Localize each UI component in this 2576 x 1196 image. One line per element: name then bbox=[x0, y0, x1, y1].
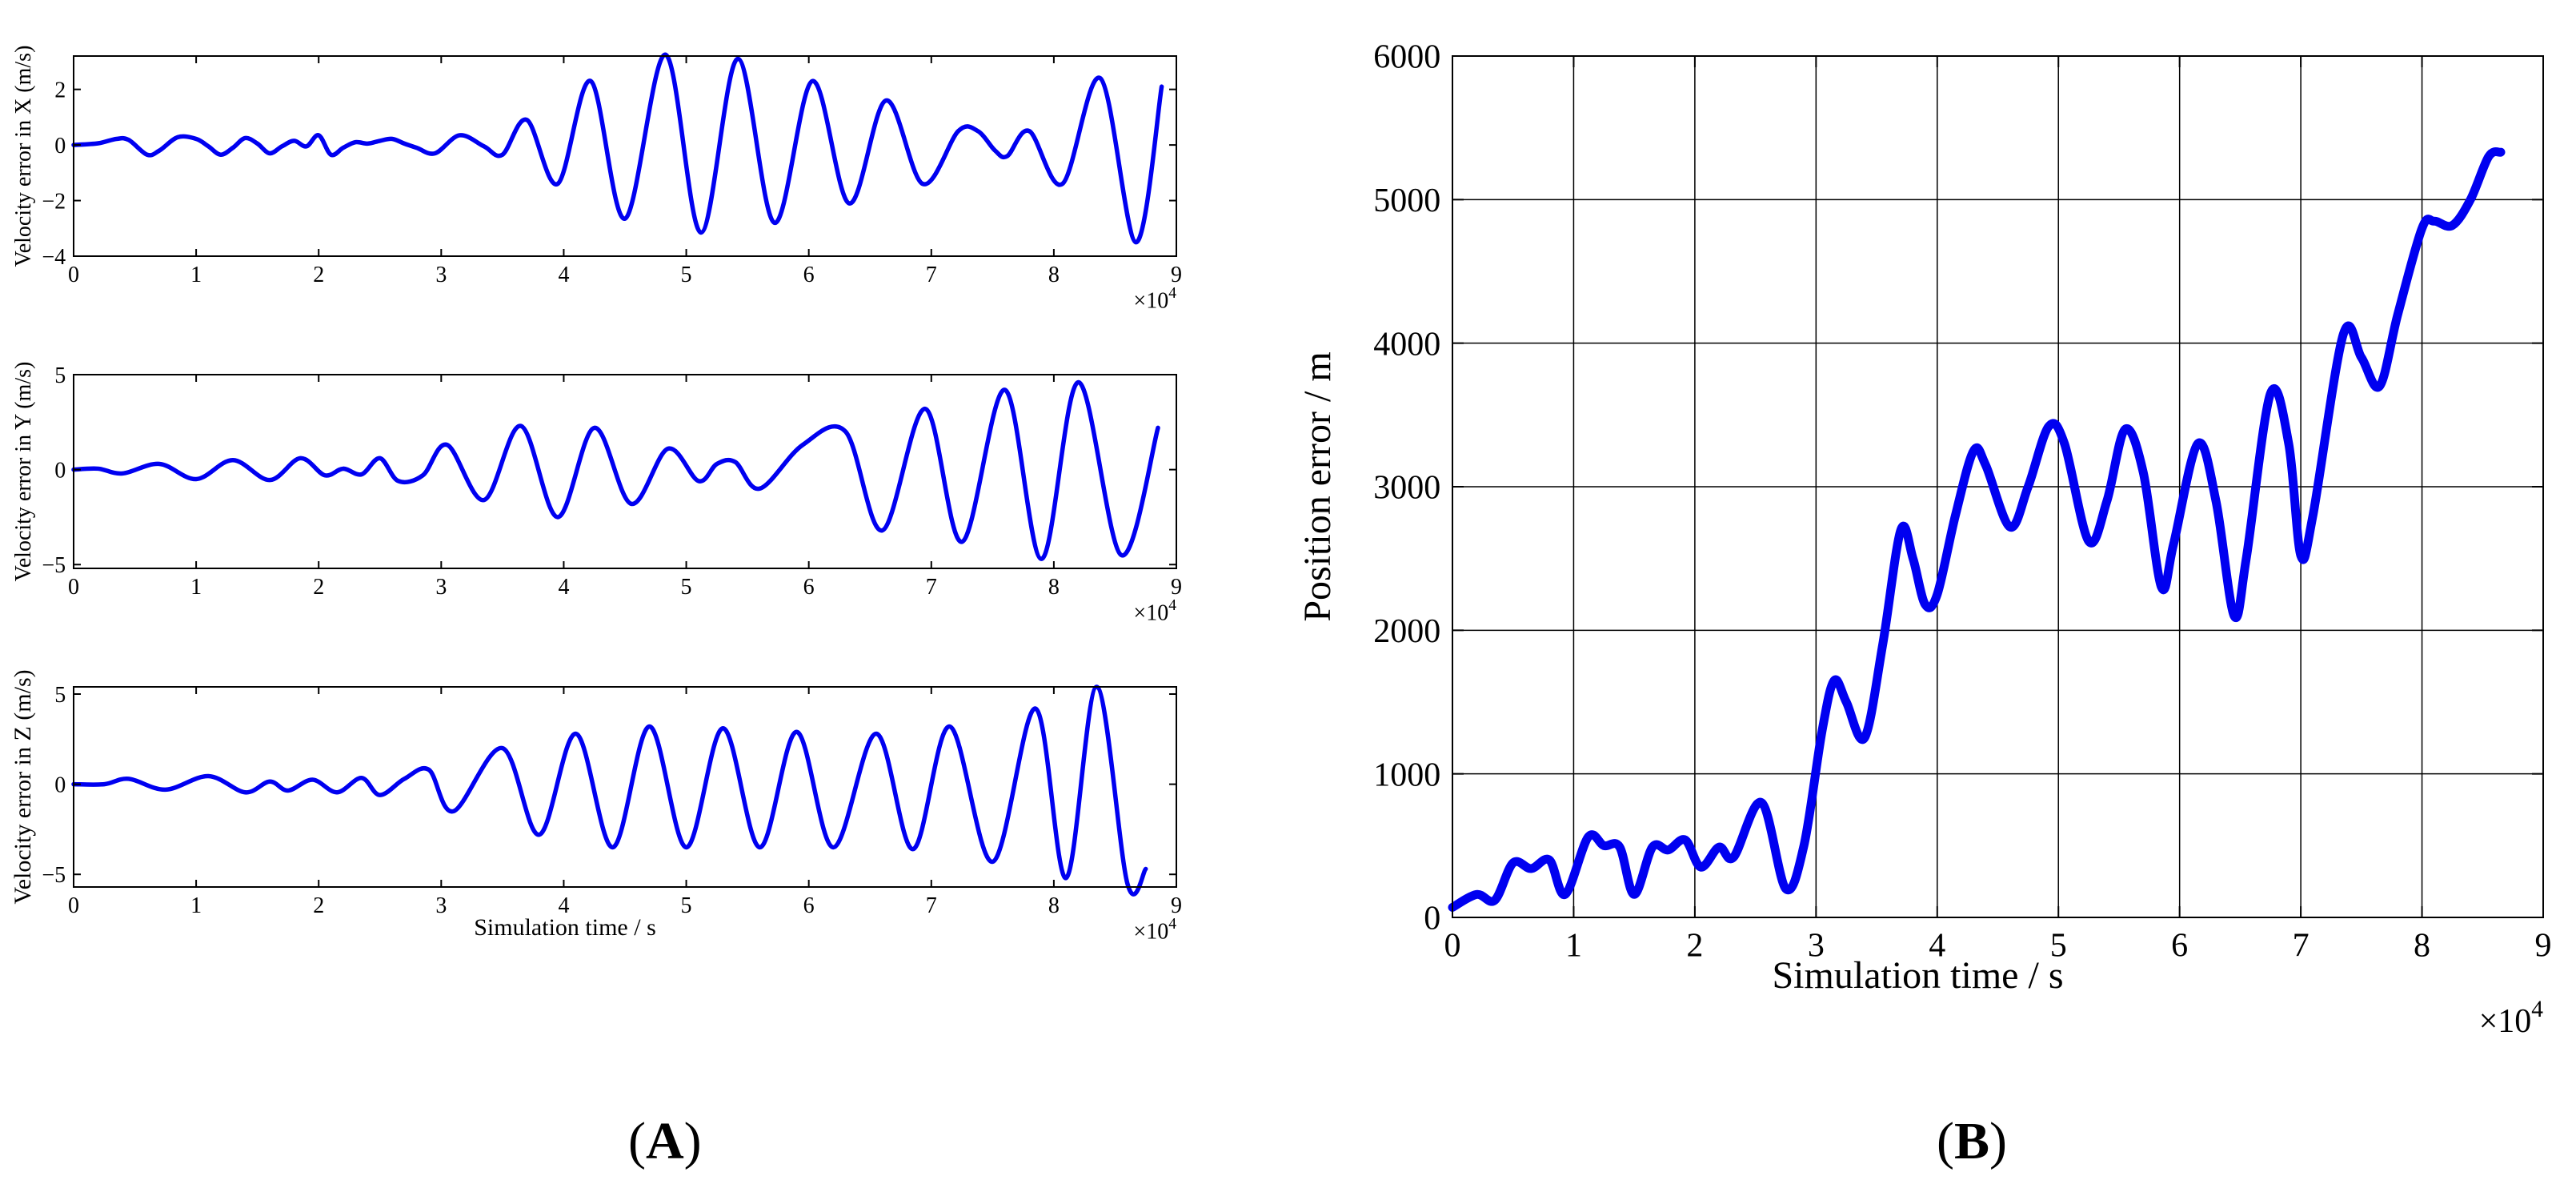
x-tick-label: 1 bbox=[1565, 927, 1582, 964]
y-tick-label: −5 bbox=[42, 863, 66, 888]
y-tick-label: 2 bbox=[54, 78, 66, 102]
x-tick-label: 5 bbox=[681, 575, 692, 600]
x-multiplier: ×104 bbox=[2479, 997, 2544, 1040]
x-tick-label: 2 bbox=[313, 893, 324, 918]
y-tick-label: −2 bbox=[42, 189, 66, 214]
x-tick-label: 4 bbox=[558, 575, 569, 600]
x-multiplier-exponent: 4 bbox=[1168, 597, 1176, 614]
chart-pos: 0 1 2 3 4 5 6 7 8 9 0 1000 2000 3000 4000 5000 6000 ×104 S… bbox=[1296, 39, 2552, 1040]
panel-a-letter: A bbox=[645, 1112, 684, 1170]
y-tick-label: 4000 bbox=[1373, 326, 1440, 363]
y-tick-label: 0 bbox=[54, 458, 66, 483]
y-tick-label: 5 bbox=[54, 363, 66, 388]
panel-b-letter: B bbox=[1953, 1112, 1990, 1170]
y-tick-label: 1000 bbox=[1373, 757, 1440, 793]
x-multiplier-exponent: 4 bbox=[1168, 916, 1176, 933]
x-tick-label: 0 bbox=[68, 263, 79, 287]
x-tick-label: 5 bbox=[681, 893, 692, 918]
x-tick-label: 9 bbox=[1171, 575, 1182, 600]
x-tick-label: 8 bbox=[2414, 927, 2430, 964]
x-tick-label: 4 bbox=[558, 893, 569, 918]
x-tick-label: 5 bbox=[681, 263, 692, 287]
panel-a-caption: (A) bbox=[628, 1112, 702, 1170]
axes-box bbox=[73, 686, 1177, 888]
x-tick-label: 1 bbox=[190, 263, 202, 287]
y-axis-label: Position error / m bbox=[1296, 351, 1339, 621]
x-tick-label: 3 bbox=[435, 263, 447, 287]
x-tick-label: 8 bbox=[1048, 893, 1060, 918]
x-tick-label: 6 bbox=[2171, 927, 2188, 964]
series-line bbox=[71, 379, 1160, 561]
x-tick-label: 4 bbox=[558, 263, 569, 287]
axes-box bbox=[73, 374, 1177, 569]
x-tick-label: 7 bbox=[2293, 927, 2310, 964]
x-tick-label: 3 bbox=[1808, 927, 1825, 964]
x-tick-label: 7 bbox=[926, 575, 937, 600]
y-tick-label: −4 bbox=[42, 245, 66, 270]
x-tick-label: 9 bbox=[2535, 927, 2552, 964]
x-tick-label: 9 bbox=[1171, 263, 1182, 287]
x-tick-label: 5 bbox=[2050, 927, 2067, 964]
x-tick-label: 7 bbox=[926, 893, 937, 918]
x-tick-label: 6 bbox=[803, 575, 815, 600]
x-tick-label: 2 bbox=[313, 575, 324, 600]
x-tick-label: 7 bbox=[926, 263, 937, 287]
x-multiplier: ×104 bbox=[1133, 285, 1176, 314]
x-tick-label: 2 bbox=[1686, 927, 1703, 964]
y-axis-label: Velocity error in X (m/s) bbox=[11, 46, 36, 267]
x-tick-label: 9 bbox=[1171, 893, 1182, 918]
y-axis-label: Velocity error in Z (m/s) bbox=[10, 669, 36, 904]
axes-box bbox=[73, 55, 1177, 257]
y-tick-label: 0 bbox=[1424, 901, 1440, 937]
y-tick-label: 0 bbox=[54, 134, 66, 159]
y-tick-label: 2000 bbox=[1373, 613, 1440, 650]
x-tick-label: 4 bbox=[1929, 927, 1945, 964]
chart-vx: 0 1 2 3 4 5 6 7 8 9 −4 −2 0 2 ×104 Velocity error in X … bbox=[11, 46, 1182, 314]
x-tick-label: 8 bbox=[1048, 263, 1060, 287]
series-line bbox=[71, 684, 1148, 897]
x-axis-label: Simulation time / s bbox=[1772, 954, 2063, 997]
x-multiplier-exponent: 4 bbox=[1168, 285, 1176, 302]
x-tick-label: 3 bbox=[435, 575, 447, 600]
x-tick-label: 8 bbox=[1048, 575, 1060, 600]
x-multiplier: ×104 bbox=[1133, 597, 1176, 626]
y-tick-label: −5 bbox=[42, 553, 66, 578]
series-line bbox=[1448, 147, 2506, 912]
x-tick-label: 6 bbox=[803, 263, 815, 287]
y-tick-label: 5000 bbox=[1373, 183, 1440, 219]
x-tick-label: 1 bbox=[190, 893, 202, 918]
x-tick-label: 0 bbox=[68, 893, 79, 918]
x-tick-label: 0 bbox=[1444, 927, 1461, 964]
y-tick-label: 6000 bbox=[1373, 39, 1440, 76]
x-tick-label: 3 bbox=[435, 893, 447, 918]
x-multiplier-exponent: 4 bbox=[2531, 997, 2543, 1022]
y-tick-label: 3000 bbox=[1373, 470, 1440, 507]
x-tick-label: 2 bbox=[313, 263, 324, 287]
panel-b-caption: (B) bbox=[1937, 1112, 2007, 1170]
x-multiplier: ×104 bbox=[1133, 916, 1176, 945]
y-tick-label: 0 bbox=[54, 773, 66, 797]
y-tick-label: 5 bbox=[54, 683, 66, 708]
x-tick-label: 6 bbox=[803, 893, 815, 918]
x-tick-label: 0 bbox=[68, 575, 79, 600]
x-axis-label: Simulation time / s bbox=[474, 914, 656, 941]
x-tick-label: 1 bbox=[190, 575, 202, 600]
series-line bbox=[71, 52, 1164, 245]
y-axis-label: Velocity error in Y (m/s) bbox=[11, 362, 36, 582]
